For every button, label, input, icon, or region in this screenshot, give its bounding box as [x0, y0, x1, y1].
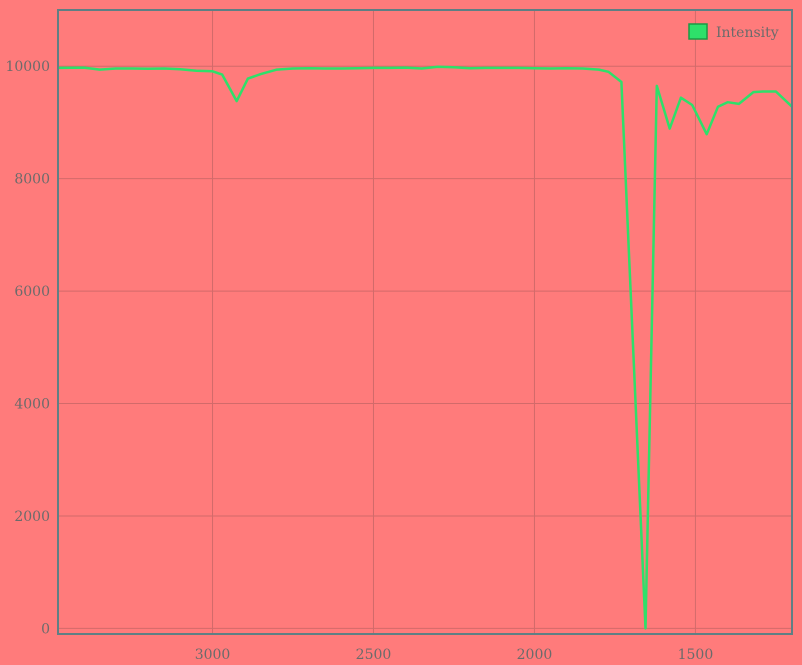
- x-axis-ticks: 3000 2500 2000 1500: [195, 647, 714, 663]
- grid-lines: [58, 10, 792, 634]
- series-layer: [57, 65, 793, 630]
- legend-swatch-intensity: [688, 23, 708, 40]
- plot-frame: [57, 9, 793, 635]
- y-tick-label-8000: 8000: [14, 172, 50, 188]
- y-tick-label-4000: 4000: [14, 397, 50, 413]
- legend-label-intensity: Intensity: [716, 25, 779, 41]
- x-tick-label-2000: 2000: [517, 647, 553, 663]
- y-tick-label-2000: 2000: [14, 509, 50, 525]
- y-tick-label-10000: 10000: [5, 59, 50, 75]
- x-tick-label-1500: 1500: [678, 647, 714, 663]
- series-line-intensity: [57, 65, 793, 630]
- legend: Intensity: [688, 23, 779, 41]
- x-tick-label-2500: 2500: [356, 647, 392, 663]
- y-axis-ticks: 0 2000 4000 6000 8000 10000: [5, 59, 50, 637]
- y-tick-label-6000: 6000: [14, 284, 50, 300]
- y-tick-label-0: 0: [41, 621, 50, 637]
- x-tick-label-3000: 3000: [195, 647, 231, 663]
- plot-border: [57, 9, 793, 635]
